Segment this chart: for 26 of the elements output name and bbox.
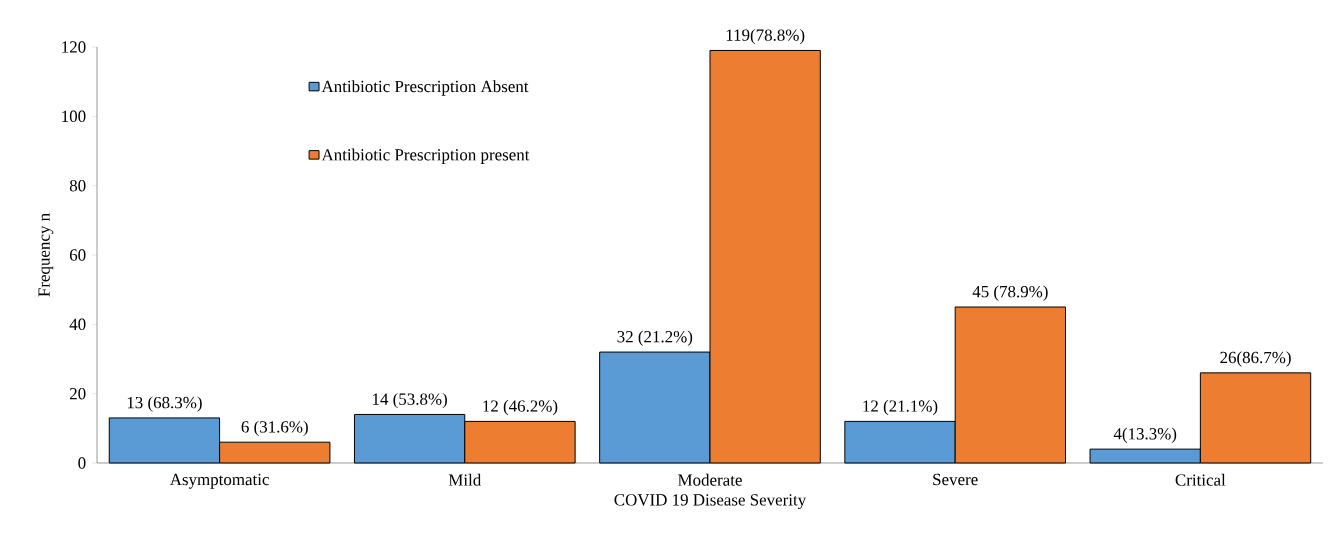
data-label: 119(78.8%): [726, 28, 805, 45]
data-label: 32 (21.2%): [617, 330, 693, 346]
x-tick-label: Mild: [448, 473, 482, 486]
legend-label: Antibiotic Prescription present: [321, 148, 530, 164]
data-label: 6 (31.6%): [241, 420, 308, 436]
y-tick-label: 80: [69, 179, 86, 192]
data-label: 26(86.7%): [1220, 351, 1291, 367]
y-tick-label: 100: [62, 110, 86, 123]
y-tick-label: 0: [78, 457, 86, 469]
data-label: 14 (53.8%): [373, 392, 447, 409]
y-axis-title: Frequency n: [38, 213, 54, 297]
data-label: 12 (21.1%): [863, 399, 938, 416]
data-label: 13 (68.3%): [127, 396, 202, 412]
x-tick-label: Moderate: [678, 473, 742, 486]
y-tick-label: 20: [69, 387, 86, 400]
data-label: 12 (46.2%): [483, 399, 558, 416]
y-tick-label: 40: [69, 318, 86, 331]
x-tick-label: Asymptomatic: [169, 473, 269, 489]
data-label: 4(13.3%): [1113, 427, 1177, 443]
x-axis-title: COVID 19 Disease Severity: [614, 494, 807, 510]
y-tick-label: 120: [62, 41, 86, 53]
data-label: 45 (78.9%): [972, 285, 1048, 301]
y-tick-label: 60: [69, 249, 86, 261]
legend-label: Antibiotic Prescription Absent: [321, 80, 529, 96]
x-tick-label: Critical: [1175, 473, 1226, 486]
x-tick-label: Severe: [933, 473, 978, 486]
